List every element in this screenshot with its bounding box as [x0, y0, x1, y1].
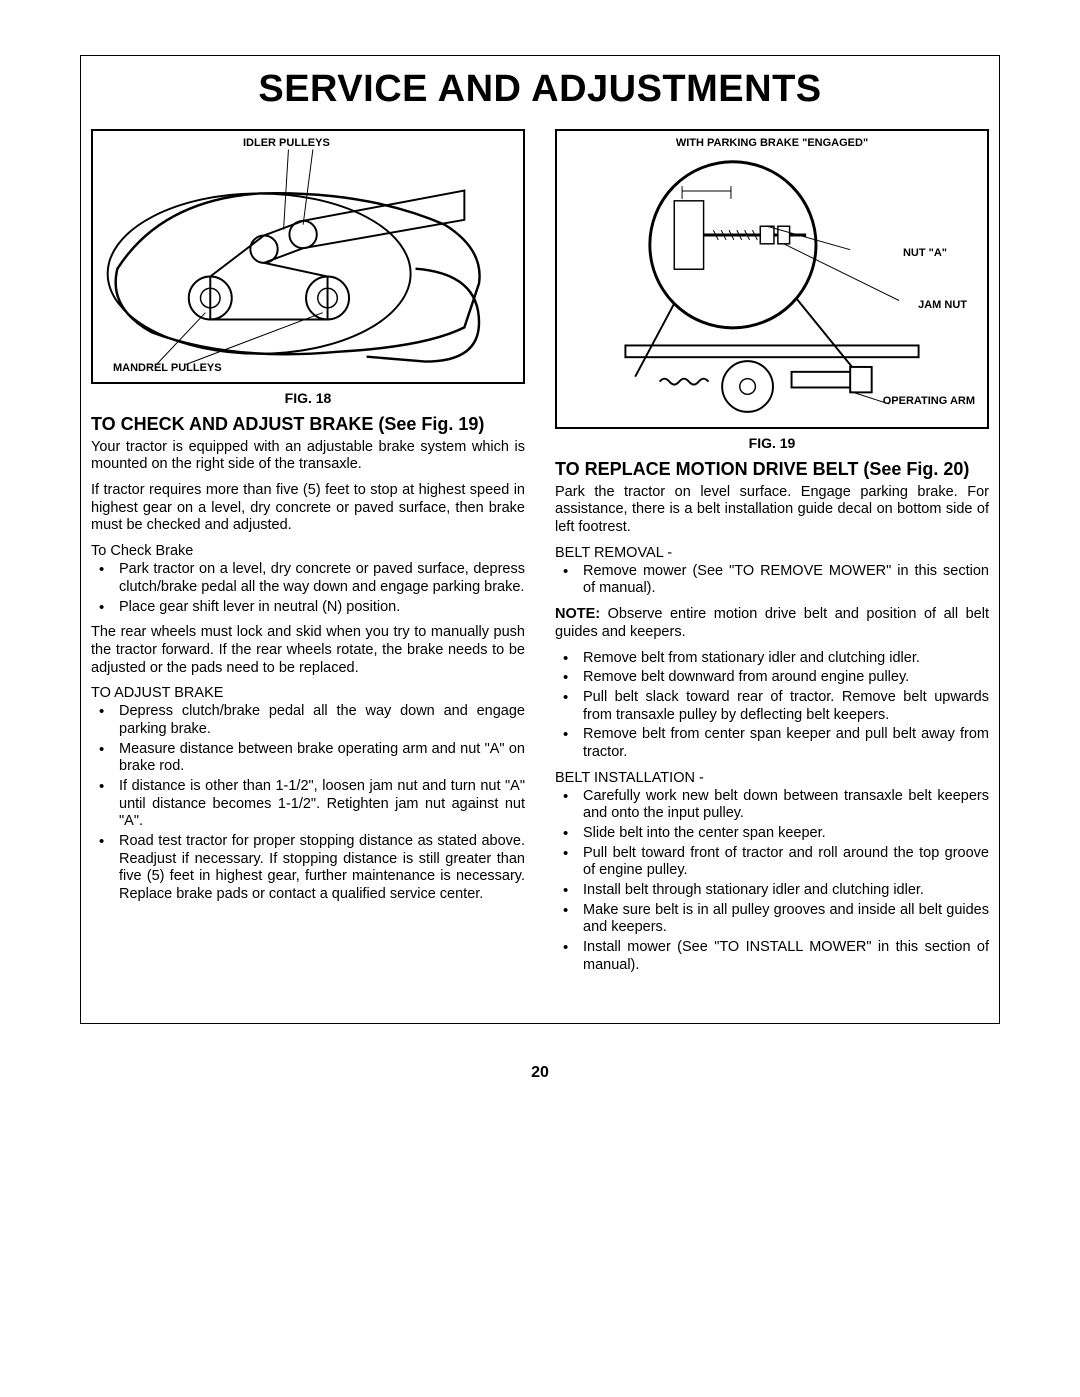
list-item: Measure distance between brake operating…: [91, 741, 525, 776]
list-item: Remove belt from center span keeper and …: [555, 726, 989, 761]
page-frame: SERVICE AND ADJUSTMENTS IDLER PULLEYS MA…: [80, 55, 1000, 1024]
note-text: Observe entire motion drive belt and pos…: [555, 606, 989, 640]
check-brake-p1: Your tractor is equipped with an adjusta…: [91, 439, 525, 474]
replace-belt-heading: TO REPLACE MOTION DRIVE BELT (See Fig. 2…: [555, 459, 989, 480]
check-brake-p3: The rear wheels must lock and skid when …: [91, 624, 525, 677]
removal-list-2: Remove belt from stationary idler and cl…: [555, 650, 989, 762]
belt-removal-sub: BELT REMOVAL -: [555, 545, 989, 561]
list-item: Park tractor on a level, dry concrete or…: [91, 561, 525, 596]
check-brake-p2: If tractor requires more than five (5) f…: [91, 482, 525, 535]
page-title: SERVICE AND ADJUSTMENTS: [81, 56, 999, 129]
note-label: NOTE:: [555, 606, 600, 622]
list-item: Make sure belt is in all pulley grooves …: [555, 902, 989, 937]
figure-18: IDLER PULLEYS MANDREL PULLEYS: [91, 129, 525, 384]
to-check-sub: To Check Brake: [91, 543, 525, 559]
check-list: Park tractor on a level, dry concrete or…: [91, 561, 525, 616]
adjust-list: Depress clutch/brake pedal all the way d…: [91, 703, 525, 904]
list-item: Install belt through stationary idler an…: [555, 882, 989, 900]
install-list: Carefully work new belt down between tra…: [555, 788, 989, 975]
mower-deck-diagram-icon: [93, 131, 523, 382]
list-item: Place gear shift lever in neutral (N) po…: [91, 599, 525, 617]
list-item: Depress clutch/brake pedal all the way d…: [91, 703, 525, 738]
check-brake-heading: TO CHECK AND ADJUST BRAKE (See Fig. 19): [91, 414, 525, 435]
list-item: Remove mower (See "TO REMOVE MOWER" in t…: [555, 563, 989, 598]
left-column: IDLER PULLEYS MANDREL PULLEYS: [91, 129, 525, 983]
brake-diagram-icon: [557, 131, 987, 427]
right-column: WITH PARKING BRAKE "ENGAGED" 1-1/2" NUT …: [555, 129, 989, 983]
removal-list-1: Remove mower (See "TO REMOVE MOWER" in t…: [555, 563, 989, 598]
to-adjust-sub: TO ADJUST BRAKE: [91, 685, 525, 701]
belt-install-sub: BELT INSTALLATION -: [555, 770, 989, 786]
list-item: Carefully work new belt down between tra…: [555, 788, 989, 823]
content-columns: IDLER PULLEYS MANDREL PULLEYS: [81, 129, 999, 1023]
fig19-caption: FIG. 19: [555, 435, 989, 451]
list-item: Pull belt toward front of tractor and ro…: [555, 845, 989, 880]
list-item: Remove belt from stationary idler and cl…: [555, 650, 989, 668]
list-item: If distance is other than 1-1/2", loosen…: [91, 778, 525, 831]
list-item: Install mower (See "TO INSTALL MOWER" in…: [555, 939, 989, 974]
figure-19: WITH PARKING BRAKE "ENGAGED" 1-1/2" NUT …: [555, 129, 989, 429]
fig18-caption: FIG. 18: [91, 390, 525, 406]
replace-belt-p1: Park the tractor on level surface. Engag…: [555, 484, 989, 537]
list-item: Slide belt into the center span keeper.: [555, 825, 989, 843]
list-item: Pull belt slack toward rear of tractor. …: [555, 689, 989, 724]
list-item: Remove belt downward from around engine …: [555, 669, 989, 687]
list-item: Road test tractor for proper stopping di…: [91, 833, 525, 904]
note-line: NOTE: Observe entire motion drive belt a…: [555, 606, 989, 641]
page-number: 20: [80, 1064, 1000, 1082]
